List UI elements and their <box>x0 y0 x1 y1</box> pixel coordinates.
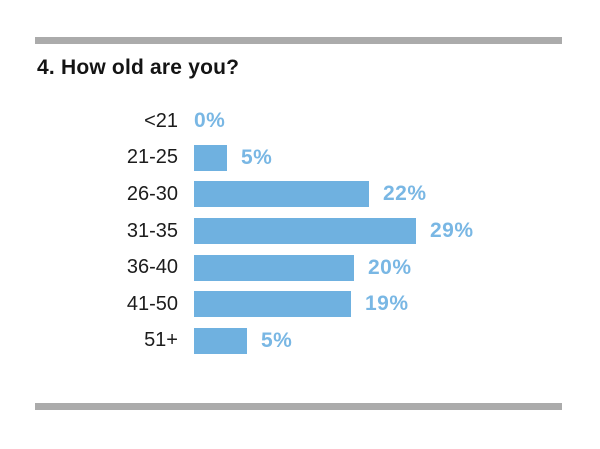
value-label: 0% <box>194 109 226 133</box>
bar-row: <21 0% <box>30 103 570 140</box>
bar <box>194 327 247 354</box>
bar-rows: <21 0% 21-25 5% 26-30 22% 31-35 29% 36-40 20% 41-5… <box>30 103 570 359</box>
category-label: 51+ <box>144 329 178 352</box>
value-label: 22% <box>383 182 427 206</box>
category-label: <21 <box>144 109 178 132</box>
bar <box>194 254 354 281</box>
value-label: 29% <box>430 219 474 243</box>
bottom-divider-rule <box>35 403 562 410</box>
value-label: 5% <box>241 145 273 169</box>
bar <box>194 144 227 171</box>
category-label: 36-40 <box>126 256 178 279</box>
bar-row: 51+ 5% <box>30 323 570 360</box>
value-label: 19% <box>365 292 409 316</box>
top-divider-rule <box>35 37 562 44</box>
value-label: 5% <box>261 328 293 352</box>
category-label: 41-50 <box>126 292 178 315</box>
value-label: 20% <box>368 255 412 279</box>
bar <box>194 218 416 245</box>
bar <box>194 291 351 318</box>
bar-row: 36-40 20% <box>30 249 570 286</box>
category-label: 21-25 <box>126 146 178 169</box>
bar-row: 26-30 22% <box>30 176 570 213</box>
chart-title: 4. How old are you? <box>37 56 240 79</box>
bar-row: 31-35 29% <box>30 213 570 250</box>
bar <box>194 181 369 208</box>
category-label: 26-30 <box>126 182 178 205</box>
bar-row: 21-25 5% <box>30 140 570 177</box>
category-label: 31-35 <box>126 219 178 242</box>
bar-row: 41-50 19% <box>30 286 570 323</box>
